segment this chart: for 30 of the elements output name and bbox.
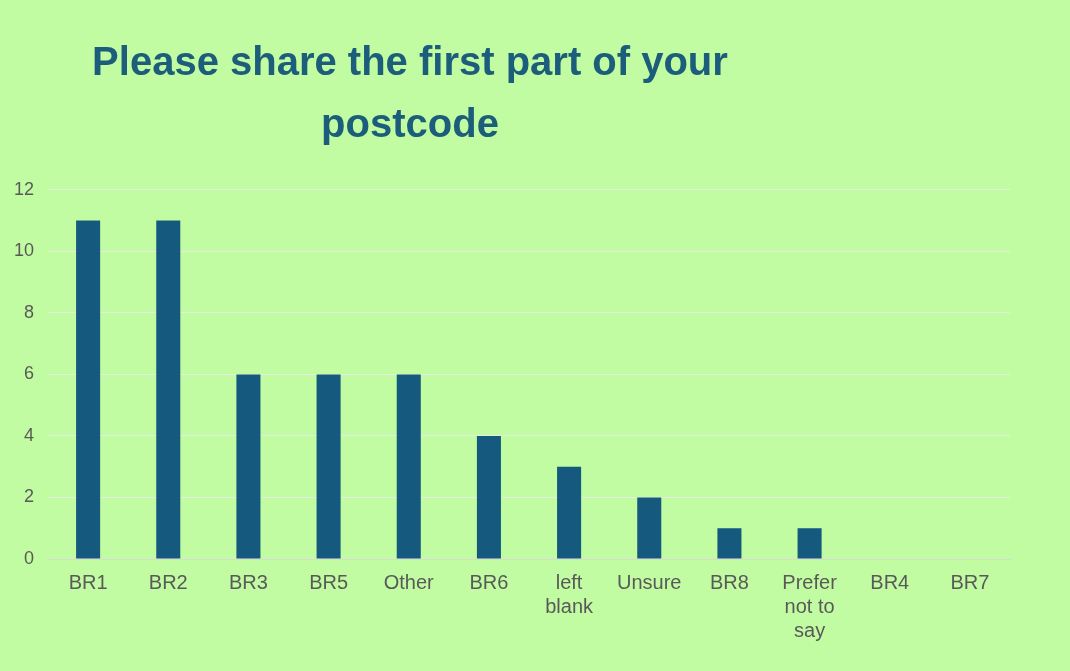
bar: [76, 220, 101, 559]
x-tick-label: BR5: [309, 570, 349, 593]
bar: [156, 220, 181, 559]
chart-title: Please share the first part of your postcode: [91, 38, 729, 147]
bar: [396, 374, 421, 559]
x-tick-label: Unsure: [617, 570, 682, 593]
y-tick-label: 4: [24, 424, 35, 445]
bar: [797, 528, 822, 559]
bar: [557, 466, 582, 559]
x-tick-label: BR6: [469, 570, 509, 593]
x-tick-label: left blank: [545, 570, 594, 617]
bar: [476, 435, 501, 559]
y-tick-label: 8: [24, 301, 35, 322]
bar: [316, 374, 341, 559]
x-tick-label: BR7: [950, 570, 990, 593]
y-tick-label: 10: [13, 240, 35, 261]
y-tick-label: 12: [13, 178, 35, 199]
y-tick-label: 6: [24, 363, 35, 384]
x-tick-label: BR8: [709, 570, 749, 593]
bar: [236, 374, 261, 559]
x-tick-label: Prefer not to say: [782, 570, 838, 641]
bar: [717, 528, 742, 559]
x-tick-label: BR4: [870, 570, 910, 593]
y-tick-label: 0: [24, 547, 35, 568]
y-tick-label: 2: [24, 486, 35, 507]
x-tick-label: BR1: [68, 570, 108, 593]
x-tick-label: BR3: [228, 570, 268, 593]
bar: [637, 497, 662, 559]
x-tick-label: BR2: [148, 570, 188, 593]
x-tick-label: Other: [383, 570, 435, 593]
